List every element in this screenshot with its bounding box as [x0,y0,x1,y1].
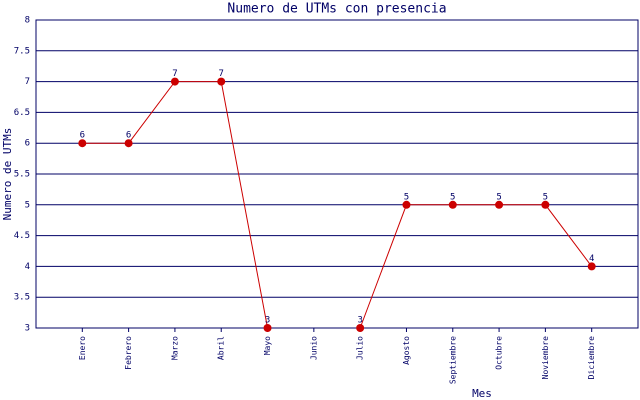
data-point [448,200,457,209]
x-tick-label: Octubre [495,336,504,370]
data-point [170,77,179,86]
y-tick-label: 4.5 [14,231,30,241]
y-tick-label: 7 [25,77,30,87]
series-line [359,204,593,329]
data-point [495,200,504,209]
x-tick-label: Marzo [170,336,179,360]
x-axis-title: Mes [472,387,492,400]
data-point [78,139,87,148]
x-tick-label: Diciembre [587,336,596,380]
data-point [217,77,226,86]
x-tick-label: Febrero [124,336,133,370]
chart-title: Numero de UTMs con presencia [227,2,446,17]
x-tick-label: Noviembre [541,336,550,380]
y-tick-label: 6 [25,139,30,149]
x-tick-label: Agosto [402,336,411,365]
x-tick-label: Abril [217,336,226,360]
y-tick-label: 4 [25,262,30,272]
data-label: 4 [589,254,594,264]
y-tick-label: 5 [25,200,30,210]
data-point [402,200,411,209]
data-label: 3 [265,316,270,326]
data-point [356,324,365,332]
y-tick-label: 8 [25,16,30,26]
y-axis-title: Numero de UTMs [1,128,14,221]
x-tick-label: Mayo [263,336,272,355]
x-tick-label: Enero [78,336,87,360]
data-label: 6 [80,131,85,141]
data-label: 3 [357,316,362,326]
x-tick-label: Julio [356,336,365,360]
data-point [541,200,550,209]
y-tick-label: 7.5 [14,46,30,56]
data-point [263,324,272,332]
x-tick-label: Junio [309,336,318,360]
y-tick-label: 3 [25,324,30,334]
data-label: 7 [172,69,177,79]
data-label: 5 [543,192,548,202]
data-point [587,262,596,271]
y-tick-label: 5.5 [14,170,30,180]
data-label: 7 [219,69,224,79]
y-tick-label: 3.5 [14,293,30,303]
data-label: 5 [450,192,455,202]
data-label: 6 [126,131,131,141]
y-tick-label: 6.5 [14,108,30,118]
data-label: 5 [404,192,409,202]
data-point [124,139,133,148]
data-label: 5 [496,192,501,202]
x-tick-label: Septiembre [448,336,457,384]
